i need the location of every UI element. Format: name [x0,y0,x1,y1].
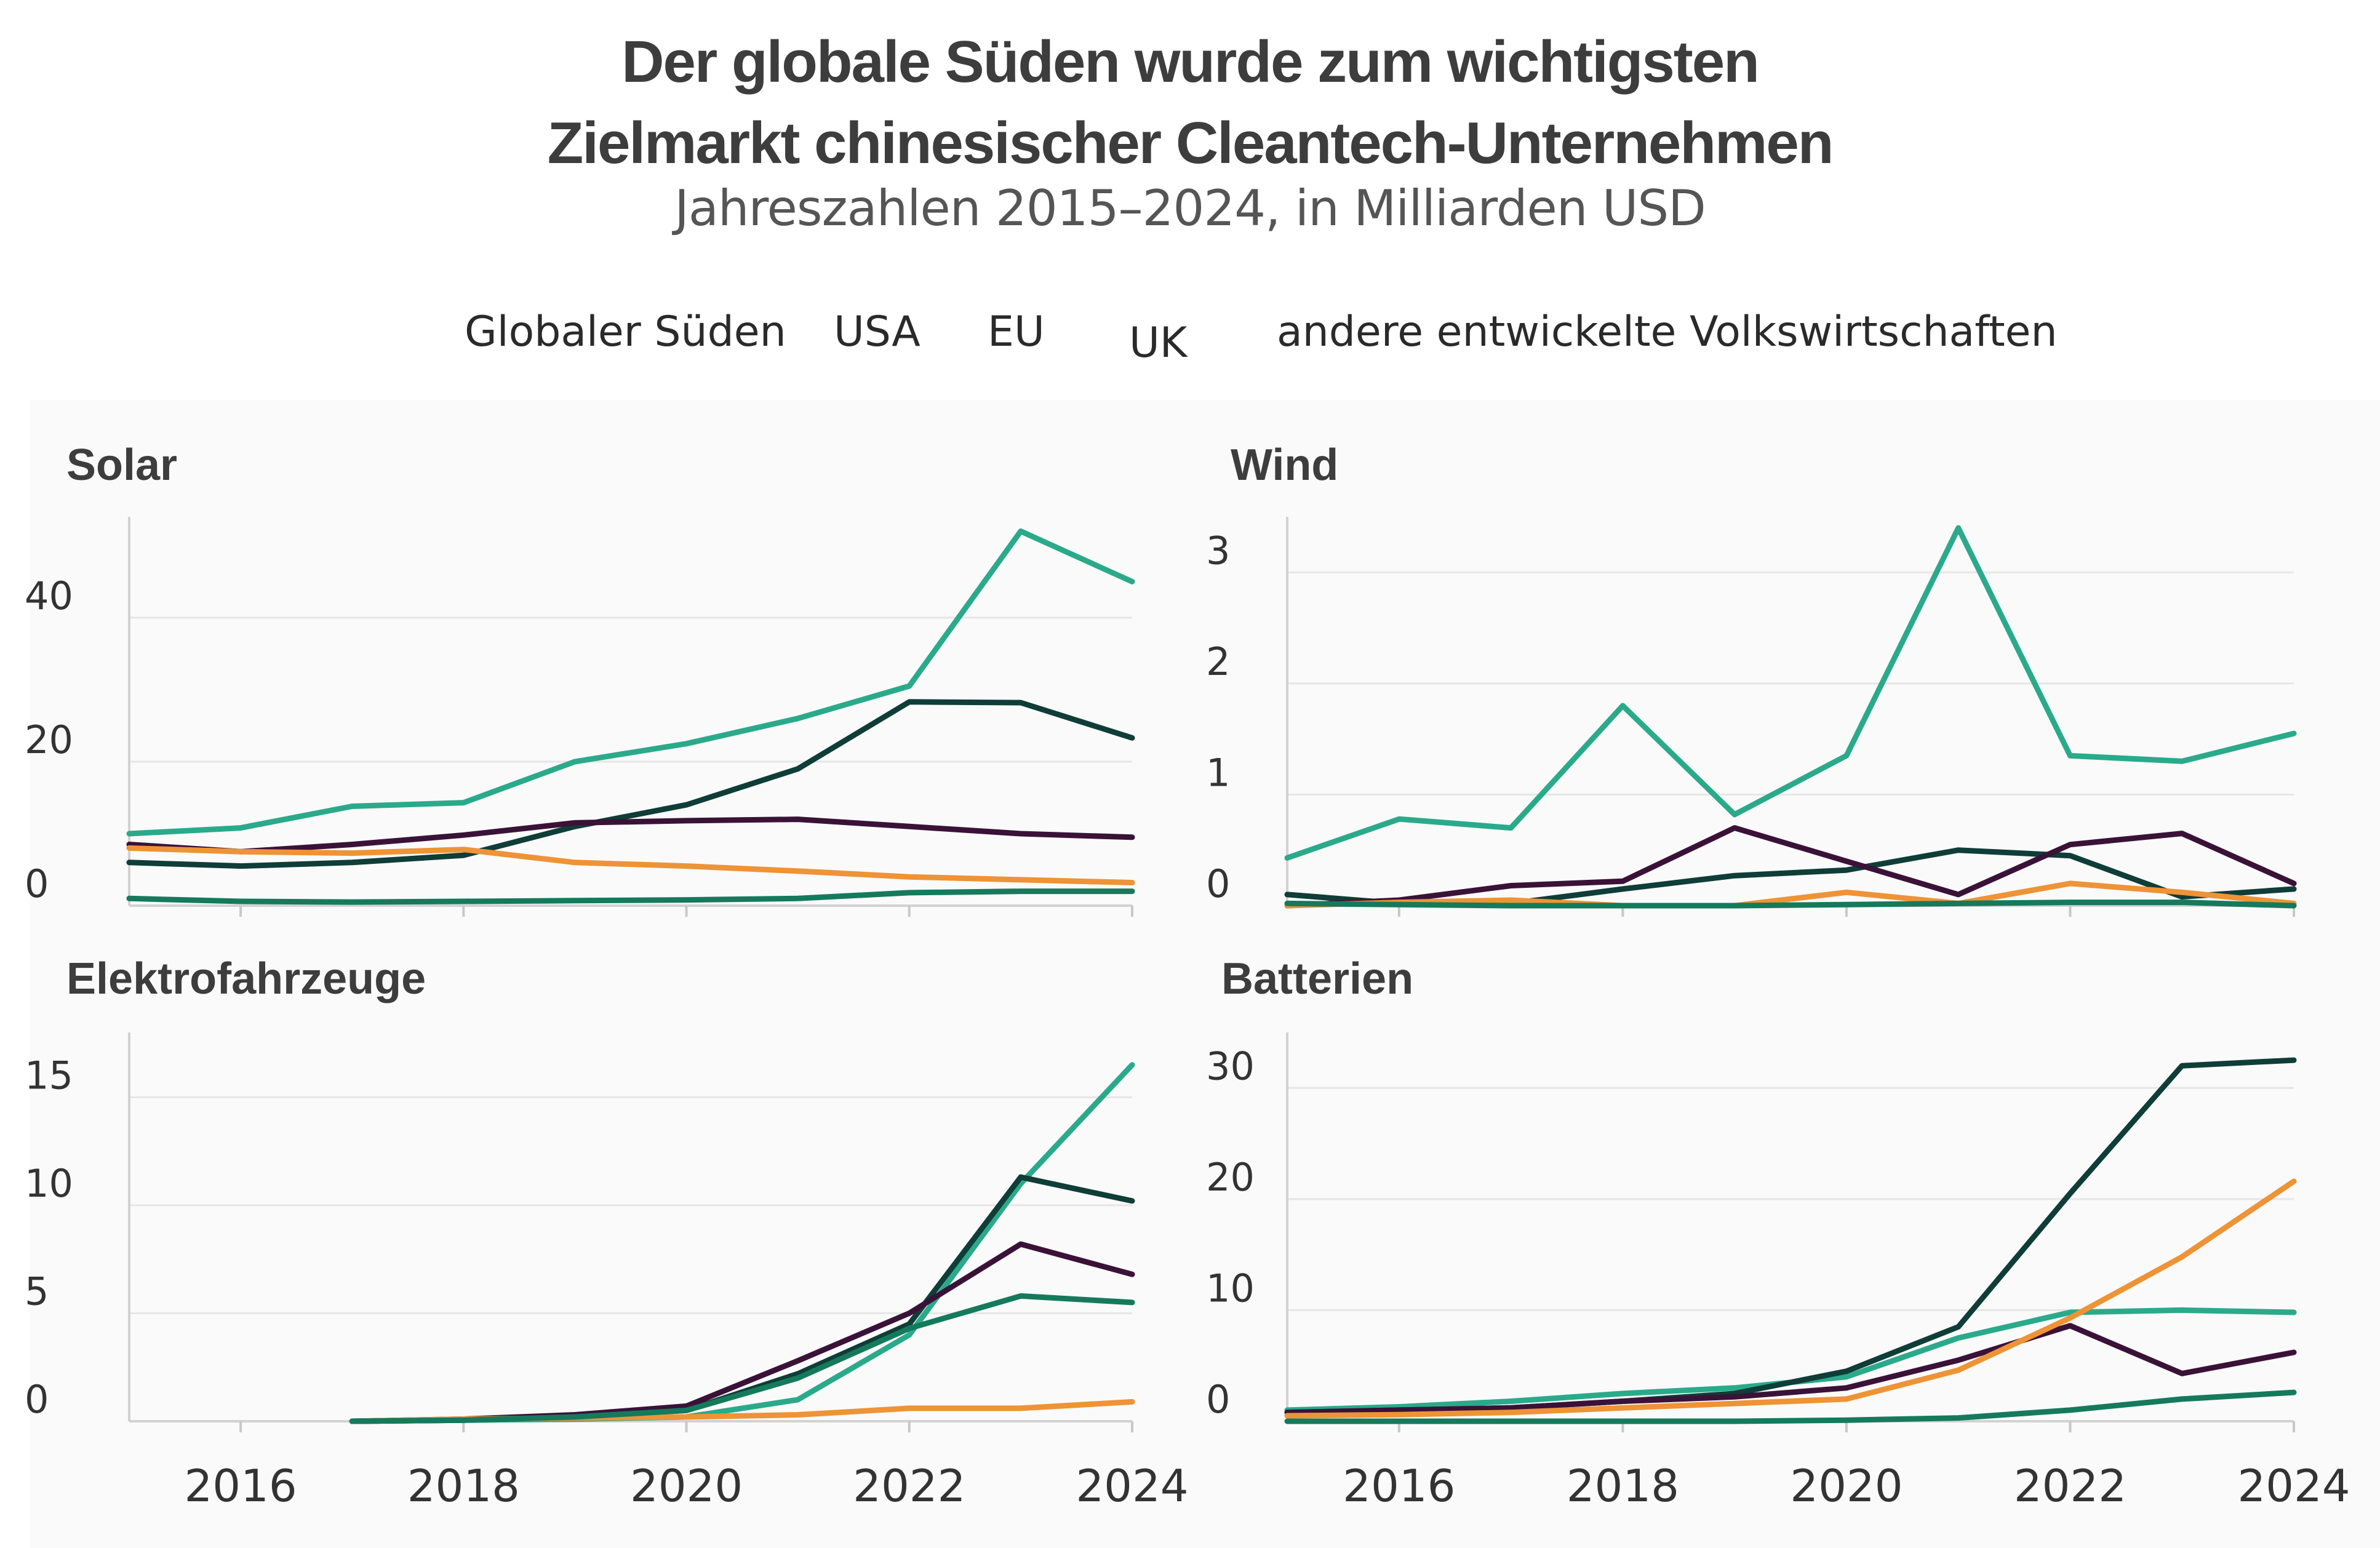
y-tick-label-batterien: 10 [1206,1266,1255,1311]
x-tick-label-elektrofahrzeuge: 2022 [853,1460,965,1512]
series-line-batterien-andere-entwickelte-volkswirtschaften [1284,1389,2297,1424]
chart-title-line1: Der globale Süden wurde zum wichtigsten [621,29,1760,95]
x-tick-label-elektrofahrzeuge: 2018 [407,1460,520,1512]
legend-item-globaler-sueden: Globaler Süden [465,308,786,356]
series-line-batterien-usa [1284,1323,2297,1416]
x-tick-label-batterien: 2020 [1790,1460,1903,1512]
x-tick-label-batterien: 2022 [2014,1460,2126,1512]
series-line-wind-uk [1284,880,2297,909]
y-tick-label-batterien: 0 [1206,1377,1230,1422]
x-tick-label-batterien: 2018 [1567,1460,1679,1512]
panel-title-solar: Solar [66,441,177,490]
x-tick-label-elektrofahrzeuge: 2016 [184,1460,297,1512]
series-line-batterien-uk [1284,1178,2297,1419]
chart-subtitle: Jahreszahlen 2015–2024, in Milliarden US… [674,180,1706,237]
panel-title-batterien: Batterien [1221,954,1413,1003]
x-tick-label-batterien: 2024 [2237,1460,2350,1512]
panel-title-wind: Wind [1231,441,1338,490]
legend-item-usa: USA [834,308,920,356]
y-tick-label-elektrofahrzeuge: 5 [25,1269,49,1314]
y-tick-label-batterien: 20 [1206,1155,1255,1200]
series-line-solar-usa [126,816,1135,855]
series-line-elektrofahrzeuge-andere-entwickelte-volkswirtschaften [349,1293,1135,1424]
y-tick-label-wind: 1 [1206,750,1230,795]
chart-title-line2: Zielmarkt chinesischer Cleantech-Unterne… [547,110,1834,176]
y-tick-label-elektrofahrzeuge: 0 [25,1377,49,1422]
y-tick-label-solar: 40 [25,573,73,618]
series-line-wind-globaler-süden [1284,525,2297,861]
y-tick-label-solar: 0 [25,861,49,906]
legend-item-eu: EU [988,308,1045,356]
legend-item-andere: andere entwickelte Volkswirtschaften [1277,308,2058,356]
y-tick-label-solar: 20 [25,717,73,762]
series-line-wind-usa [1284,825,2297,909]
y-tick-label-elektrofahrzeuge: 10 [25,1161,73,1206]
y-tick-label-batterien: 30 [1206,1043,1255,1088]
y-tick-label-wind: 3 [1206,528,1230,573]
x-tick-label-elektrofahrzeuge: 2020 [630,1460,743,1512]
x-tick-label-elektrofahrzeuge: 2024 [1076,1460,1188,1512]
legend: Globaler Süden USA EU UK andere entwicke… [0,308,2380,375]
series-line-elektrofahrzeuge-globaler-süden [349,1062,1135,1424]
series-line-solar-andere-entwickelte-volkswirtschaften [126,888,1135,905]
x-tick-label-batterien: 2016 [1343,1460,1455,1512]
panel-title-elektrofahrzeuge: Elektrofahrzeuge [66,954,426,1003]
series-line-wind-andere-entwickelte-volkswirtschaften [1284,900,2297,909]
chart-title: Der globale Süden wurde zum wichtigsten … [0,22,2380,184]
y-tick-label-wind: 2 [1206,639,1230,684]
series-line-solar-eu [126,699,1135,869]
legend-item-uk: UK [1129,319,1188,367]
y-tick-label-wind: 0 [1206,861,1230,906]
series-line-solar-globaler-süden [126,528,1135,837]
series-line-solar-uk [126,845,1135,885]
y-tick-label-elektrofahrzeuge: 15 [25,1053,73,1098]
